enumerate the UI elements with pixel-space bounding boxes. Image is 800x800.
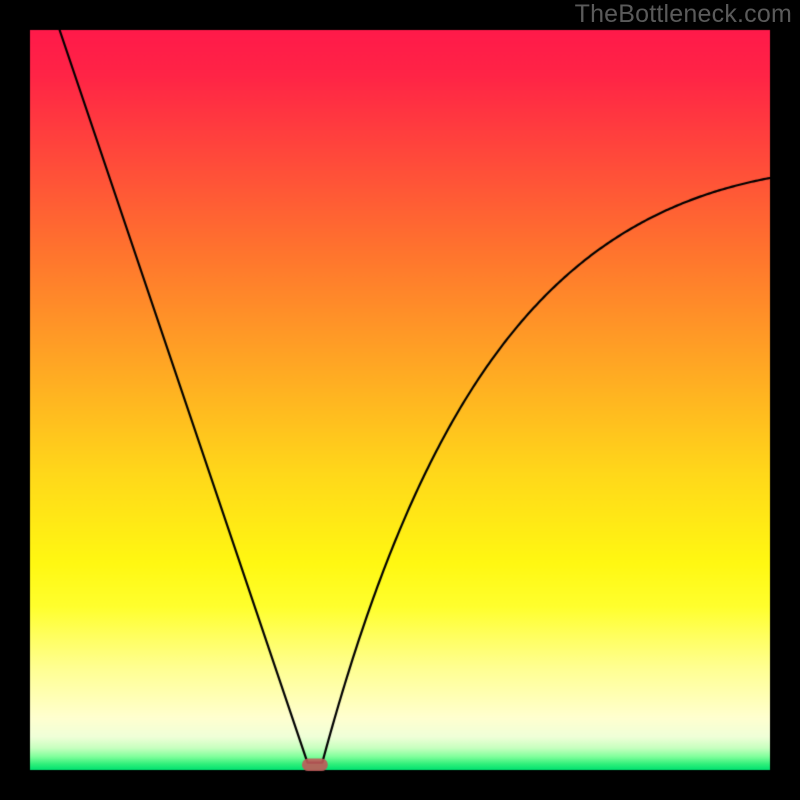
bottleneck-curve-chart: [0, 0, 800, 800]
chart-container: TheBottleneck.com: [0, 0, 800, 800]
